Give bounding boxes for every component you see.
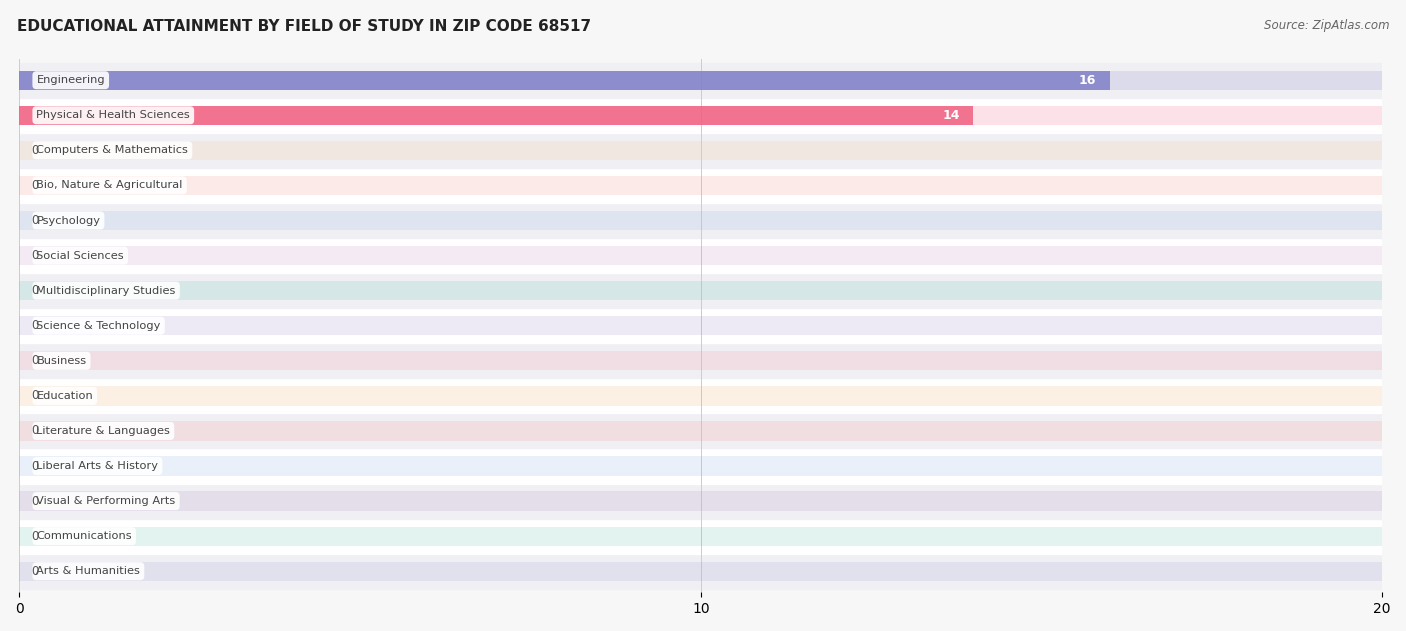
Text: 0: 0: [32, 425, 39, 437]
Bar: [20, 141, 1382, 160]
Text: 0: 0: [32, 144, 39, 157]
Bar: [20, 105, 1382, 125]
Text: Physical & Health Sciences: Physical & Health Sciences: [37, 110, 190, 121]
Bar: [20, 553, 1382, 589]
Text: 0: 0: [32, 249, 39, 262]
Bar: [20, 203, 1382, 238]
Bar: [20, 379, 1382, 413]
Text: Visual & Performing Arts: Visual & Performing Arts: [37, 496, 176, 506]
Text: Multidisciplinary Studies: Multidisciplinary Studies: [37, 286, 176, 296]
Text: Psychology: Psychology: [37, 216, 100, 225]
Text: Social Sciences: Social Sciences: [37, 251, 124, 261]
Bar: [20, 343, 1382, 379]
Bar: [20, 71, 1109, 90]
Bar: [20, 246, 1382, 265]
Bar: [20, 422, 1382, 440]
Text: Communications: Communications: [37, 531, 132, 541]
Text: 0: 0: [32, 179, 39, 192]
Bar: [20, 105, 973, 125]
Text: 0: 0: [32, 389, 39, 403]
Text: 0: 0: [32, 459, 39, 473]
Bar: [20, 562, 1382, 581]
Text: 0: 0: [32, 354, 39, 367]
Text: Liberal Arts & History: Liberal Arts & History: [37, 461, 159, 471]
Bar: [20, 273, 1382, 308]
Bar: [20, 238, 1382, 273]
Text: Science & Technology: Science & Technology: [37, 321, 160, 331]
Text: Engineering: Engineering: [37, 75, 105, 85]
Text: 0: 0: [32, 495, 39, 507]
Text: 14: 14: [942, 109, 960, 122]
Bar: [20, 133, 1382, 168]
Text: EDUCATIONAL ATTAINMENT BY FIELD OF STUDY IN ZIP CODE 68517: EDUCATIONAL ATTAINMENT BY FIELD OF STUDY…: [17, 19, 591, 34]
Bar: [20, 308, 1382, 343]
Bar: [20, 98, 1382, 133]
Bar: [20, 316, 1382, 335]
Bar: [20, 62, 1382, 98]
Text: 16: 16: [1078, 74, 1097, 86]
Text: Literature & Languages: Literature & Languages: [37, 426, 170, 436]
Bar: [20, 386, 1382, 406]
Bar: [20, 71, 1382, 90]
Bar: [20, 211, 1382, 230]
Text: 0: 0: [32, 529, 39, 543]
Text: Source: ZipAtlas.com: Source: ZipAtlas.com: [1264, 19, 1389, 32]
Text: 0: 0: [32, 319, 39, 333]
Bar: [20, 492, 1382, 510]
Text: Computers & Mathematics: Computers & Mathematics: [37, 145, 188, 155]
Bar: [20, 176, 1382, 195]
Bar: [20, 519, 1382, 553]
Text: Education: Education: [37, 391, 93, 401]
Bar: [20, 526, 1382, 546]
Text: Bio, Nature & Agricultural: Bio, Nature & Agricultural: [37, 180, 183, 191]
Bar: [20, 483, 1382, 519]
Bar: [20, 413, 1382, 449]
Bar: [20, 351, 1382, 370]
Bar: [20, 168, 1382, 203]
Bar: [20, 281, 1382, 300]
Text: 0: 0: [32, 565, 39, 578]
Text: Business: Business: [37, 356, 87, 366]
Bar: [20, 449, 1382, 483]
Text: Arts & Humanities: Arts & Humanities: [37, 566, 141, 576]
Text: 0: 0: [32, 284, 39, 297]
Bar: [20, 456, 1382, 476]
Text: 0: 0: [32, 214, 39, 227]
